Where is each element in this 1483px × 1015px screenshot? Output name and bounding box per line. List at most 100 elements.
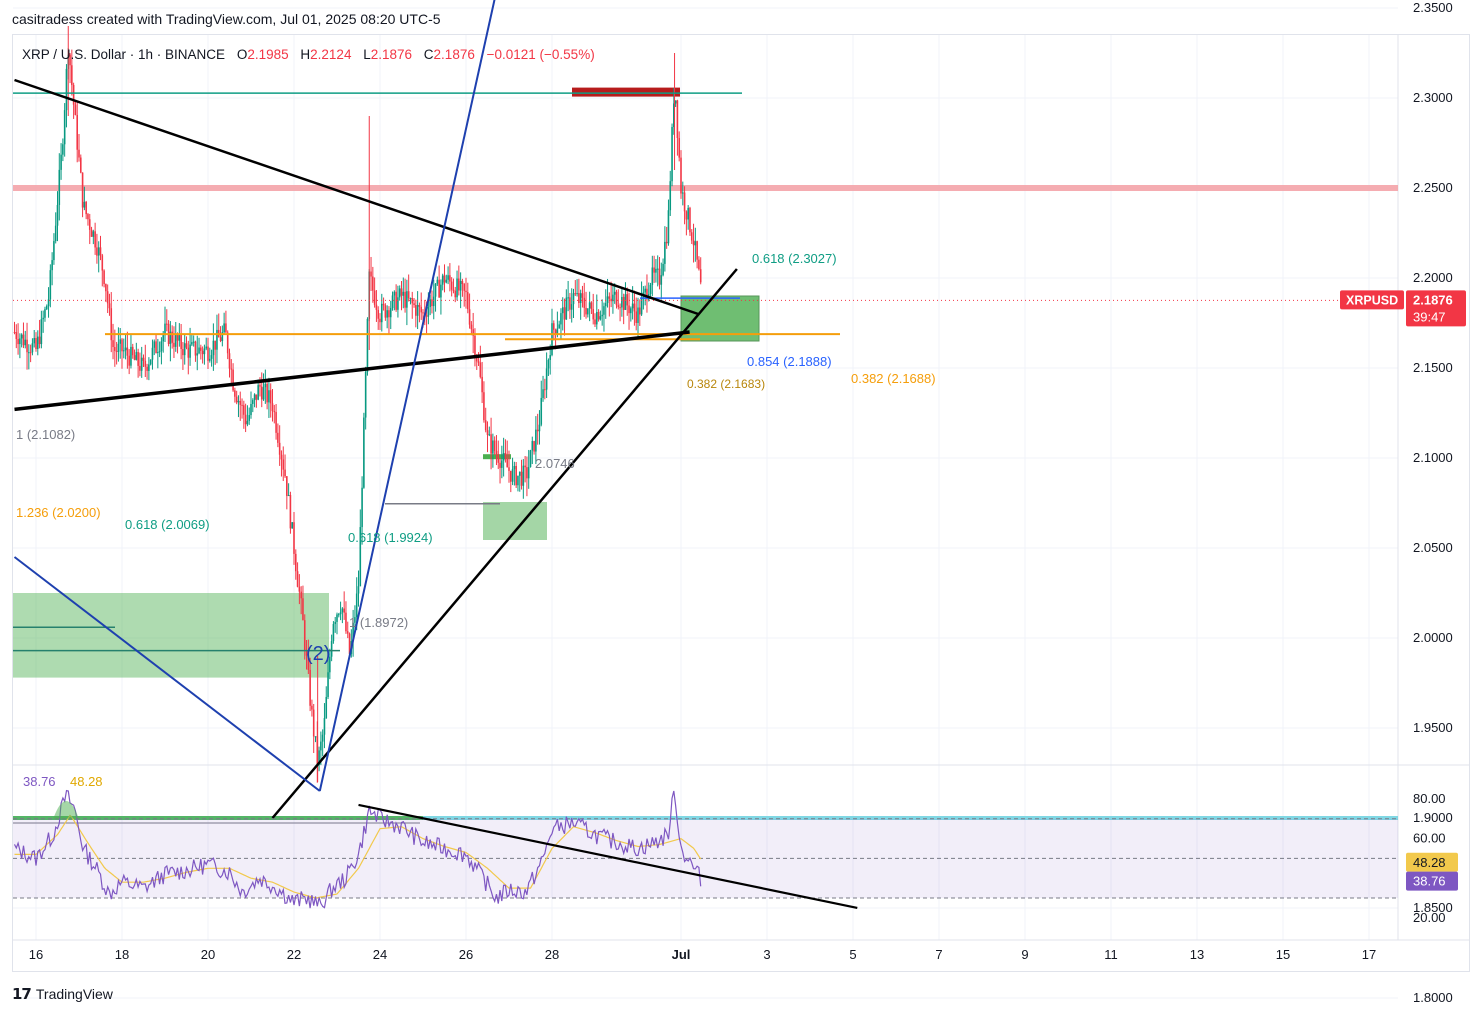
candle-body xyxy=(450,281,453,290)
candle-body xyxy=(260,386,263,400)
candle-body xyxy=(337,614,340,616)
candle-body xyxy=(248,415,251,421)
candle-body xyxy=(391,295,394,309)
candle-body xyxy=(404,291,406,308)
candle-body xyxy=(47,299,50,307)
support-band-green-left xyxy=(13,816,423,820)
candle-body xyxy=(280,454,283,460)
candle-body xyxy=(366,318,369,372)
candle-body xyxy=(165,323,168,325)
candle-body xyxy=(185,343,188,348)
candle-body xyxy=(205,346,208,349)
candle-body xyxy=(630,308,632,314)
candle-body xyxy=(45,306,48,310)
watermark-header: casitradess created with TradingView.com… xyxy=(12,11,441,27)
candle-body xyxy=(674,100,677,104)
candle-body xyxy=(565,297,568,320)
candle-body xyxy=(250,403,252,416)
candle-body xyxy=(225,323,227,333)
last-price-tag-bg xyxy=(1406,290,1466,327)
candle-body xyxy=(96,247,98,256)
candle-body xyxy=(536,429,539,432)
candle-body xyxy=(207,346,209,361)
candle-body xyxy=(49,270,52,300)
candle-body xyxy=(610,298,612,302)
candle-body xyxy=(633,303,636,312)
candle-body xyxy=(307,655,310,670)
candle-body xyxy=(36,336,39,349)
time-tick-label: Jul xyxy=(672,947,691,962)
candle-body xyxy=(103,270,105,285)
candle-body xyxy=(431,299,433,307)
candle-body xyxy=(192,341,195,343)
time-tick-label: 9 xyxy=(1021,947,1028,962)
candle-body xyxy=(183,343,186,356)
candle-body xyxy=(558,324,560,329)
footer[interactable]: 17 TradingView xyxy=(12,985,113,1003)
candle-body xyxy=(549,355,552,360)
candle-body xyxy=(294,553,297,572)
candle-body xyxy=(497,454,500,463)
candle-body xyxy=(56,204,59,226)
candle-body xyxy=(502,453,505,461)
candle-body xyxy=(415,304,417,316)
price-tick-label: 1.8500 xyxy=(1413,900,1453,915)
candle-body xyxy=(660,275,663,285)
candle-body xyxy=(97,247,100,256)
price-tick-label: 1.8000 xyxy=(1413,990,1453,1005)
candle-body xyxy=(699,269,702,283)
candle-body xyxy=(545,368,548,390)
candle-body xyxy=(518,471,521,476)
candle-body xyxy=(601,314,603,317)
candle-body xyxy=(244,414,247,425)
candle-body xyxy=(212,340,215,356)
candle-body xyxy=(31,343,34,353)
candle-body xyxy=(146,366,148,371)
candle-body xyxy=(664,241,666,264)
candle-body xyxy=(569,297,571,310)
candle-body xyxy=(506,458,509,468)
high-value: 2.2124 xyxy=(310,47,352,62)
candle-body xyxy=(590,302,593,310)
candle-body xyxy=(246,420,249,425)
candle-body xyxy=(413,303,415,305)
candle-body xyxy=(124,347,127,351)
candle-body xyxy=(456,278,458,298)
candle-body xyxy=(669,181,672,211)
candle-body xyxy=(24,339,27,346)
candle-body xyxy=(501,460,503,468)
fib-1236-label: 1.236 (2.0200) xyxy=(16,505,101,520)
time-tick-label: 24 xyxy=(373,947,387,962)
candle-body xyxy=(552,323,555,330)
candle-body xyxy=(373,290,376,305)
price-tick-label: 2.2500 xyxy=(1413,180,1453,195)
candle-body xyxy=(581,293,584,298)
candle-body xyxy=(626,294,629,306)
candle-body xyxy=(232,369,234,391)
candle-body xyxy=(646,288,648,300)
candle-body xyxy=(117,343,120,352)
candle-body xyxy=(208,358,211,361)
candle-body xyxy=(538,424,541,432)
candle-body xyxy=(235,396,238,403)
candle-body xyxy=(293,522,295,554)
candle-body xyxy=(563,307,566,320)
candle-body xyxy=(92,231,95,237)
candle-body xyxy=(651,267,654,286)
price-tick-label: 2.3500 xyxy=(1413,0,1453,15)
candle-body xyxy=(354,617,356,623)
time-tick-label: 26 xyxy=(459,947,473,962)
candle-body xyxy=(323,718,326,735)
time-tick-label: 18 xyxy=(115,947,129,962)
candle-body xyxy=(511,469,514,482)
candle-body xyxy=(583,297,586,308)
candle-body xyxy=(278,442,281,455)
candle-body xyxy=(346,631,349,634)
candle-body xyxy=(40,319,43,345)
candle-body xyxy=(422,312,424,314)
chart-frame[interactable] xyxy=(12,34,1470,972)
candle-body xyxy=(673,103,675,128)
candle-body xyxy=(624,294,627,310)
candle-body xyxy=(488,434,491,436)
